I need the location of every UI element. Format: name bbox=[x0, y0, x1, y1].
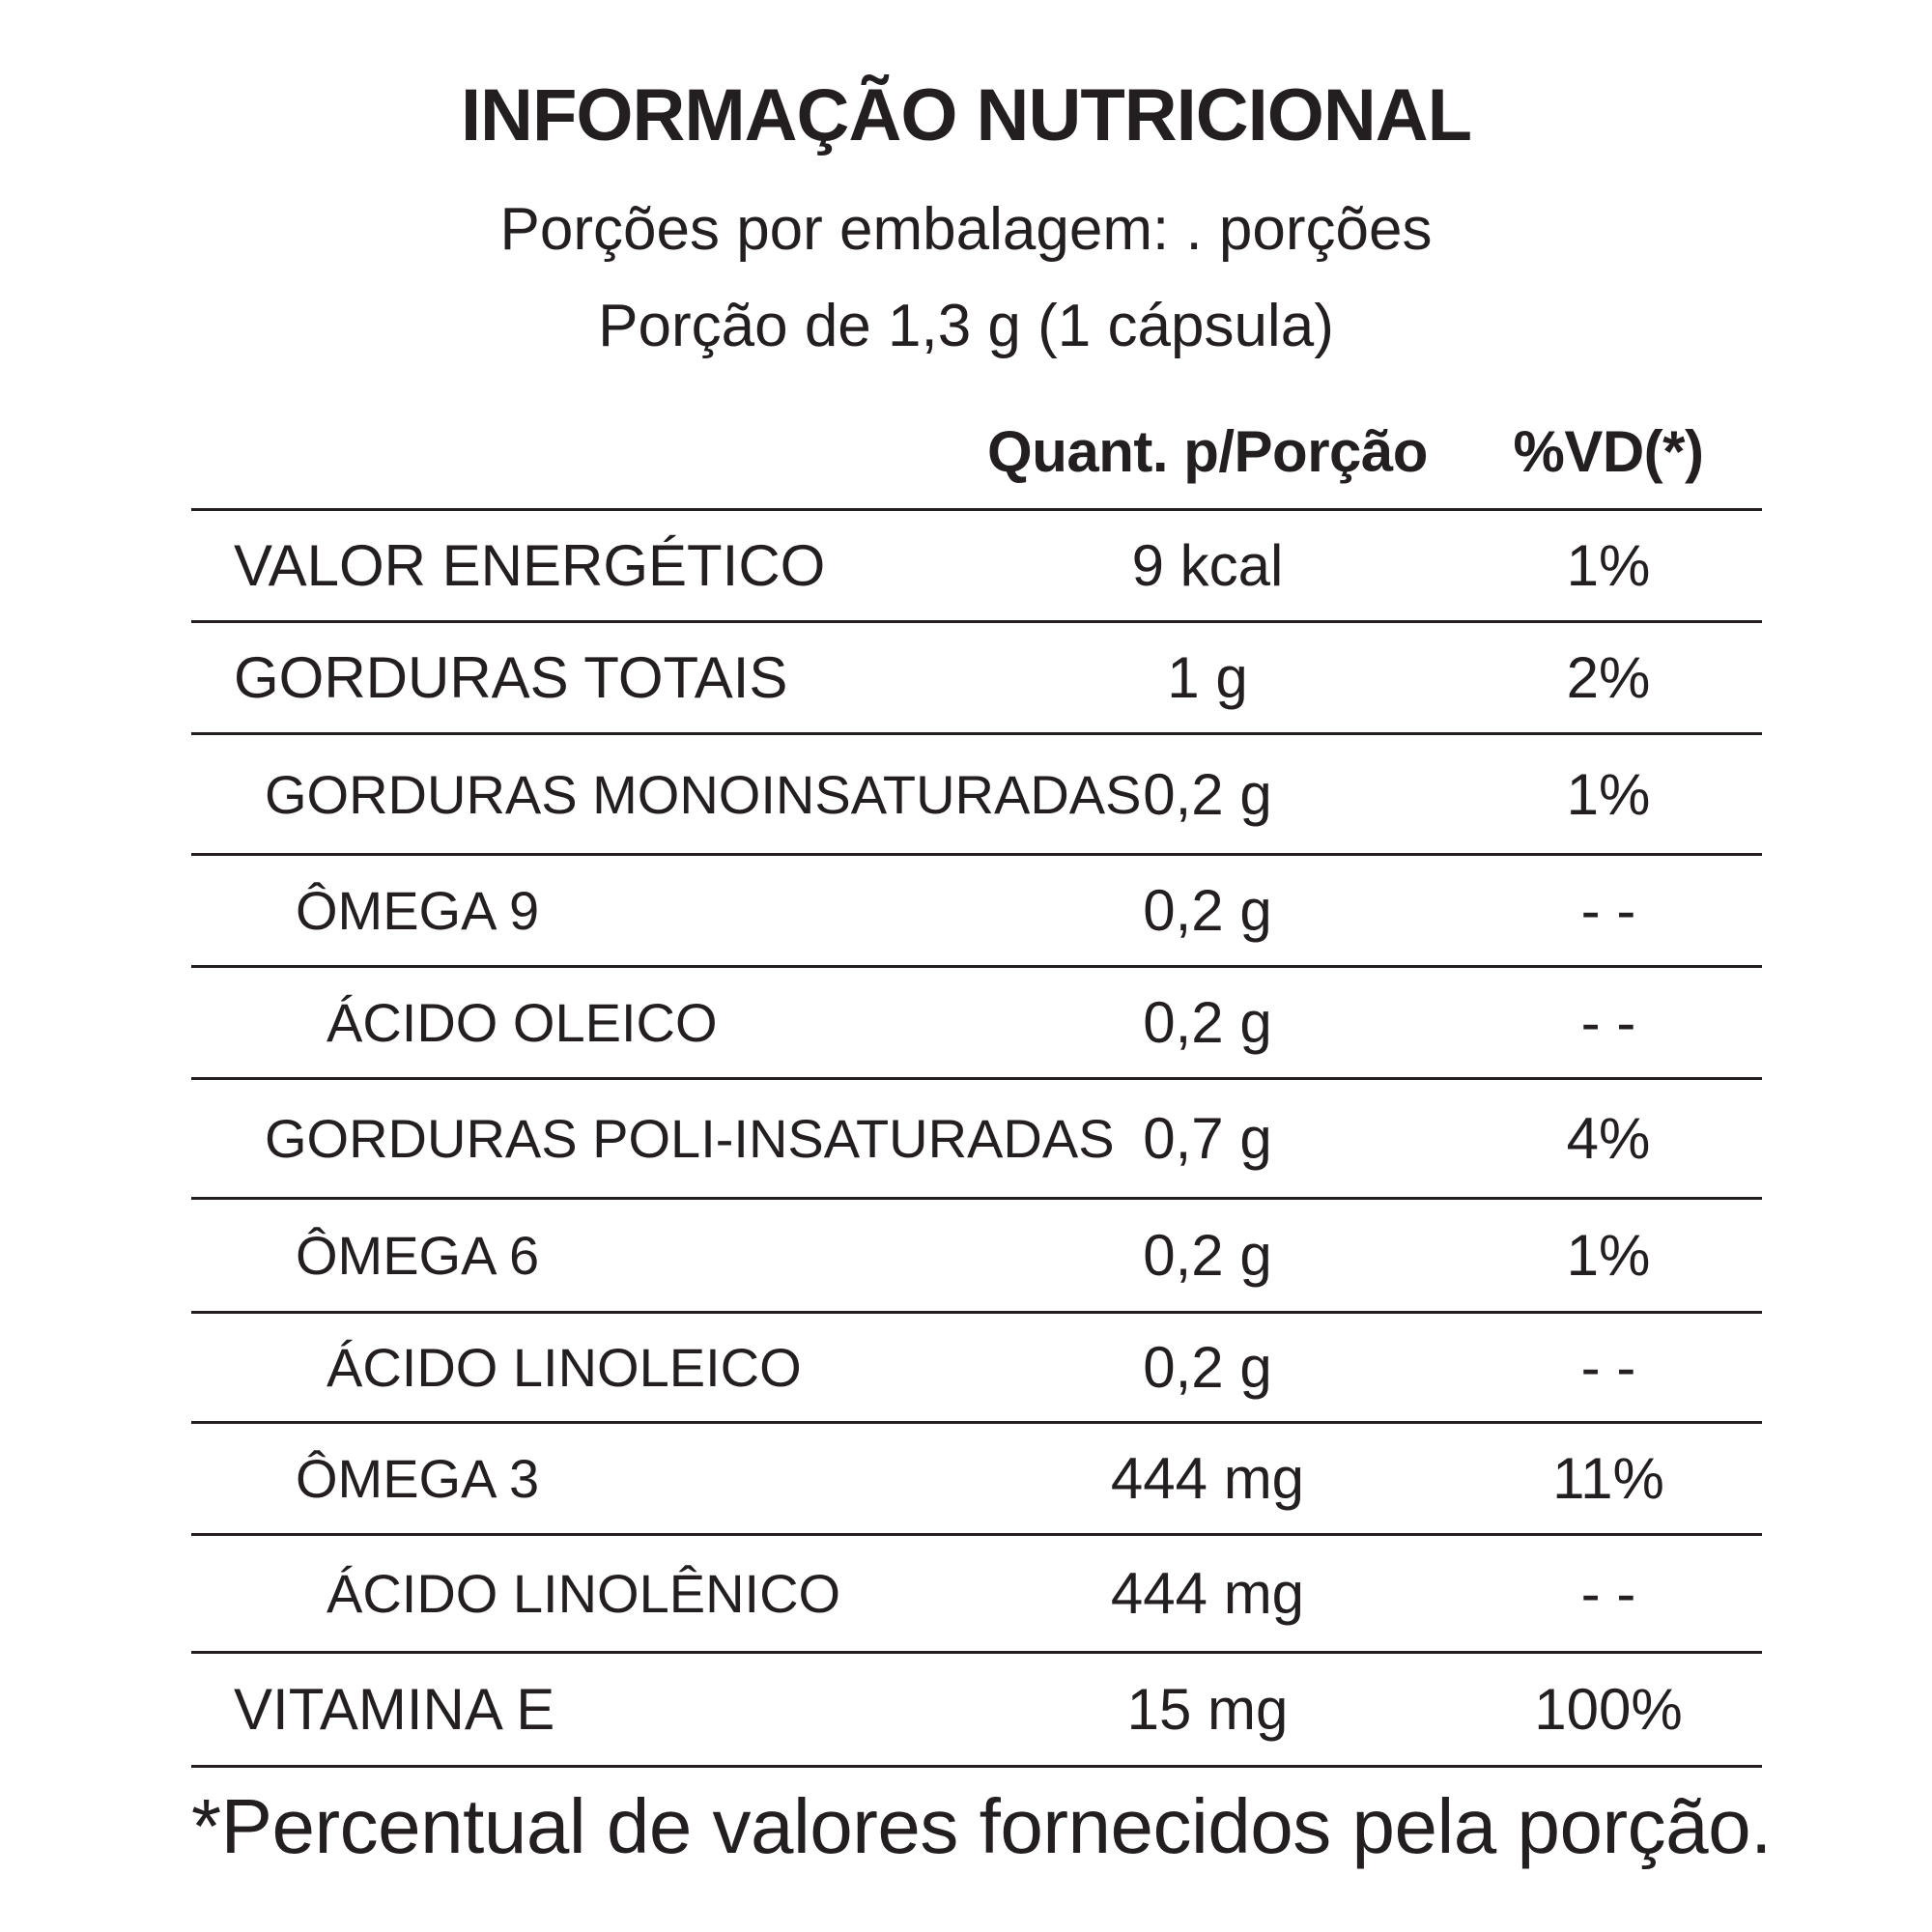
nutrient-name: GORDURAS POLI-INSATURADAS bbox=[265, 1108, 1115, 1169]
nutrient-name: VALOR ENERGÉTICO bbox=[234, 533, 826, 598]
nutrient-daily-value: 1% bbox=[1566, 533, 1651, 598]
nutrient-name: ÔMEGA 3 bbox=[296, 1448, 540, 1509]
daily-value-column-header: %VD(*) bbox=[1513, 419, 1704, 484]
nutrient-daily-value: - - bbox=[1580, 878, 1636, 943]
nutrient-name: GORDURAS TOTAIS bbox=[234, 645, 788, 710]
nutrient-quantity: 444 mg bbox=[1110, 1561, 1305, 1626]
nutrient-quantity: 15 mg bbox=[1126, 1677, 1289, 1742]
nutrition-table: VALOR ENERGÉTICO 9 kcal 1% GORDURAS TOTA… bbox=[191, 508, 1762, 1768]
nutrient-quantity: 0,2 g bbox=[1143, 1335, 1272, 1400]
quantity-column-header: Quant. p/Porção bbox=[987, 419, 1428, 484]
nutrient-name: ÔMEGA 6 bbox=[296, 1225, 540, 1286]
nutrient-daily-value: - - bbox=[1580, 1335, 1636, 1400]
servings-per-package: Porções por embalagem: . porções bbox=[499, 196, 1433, 263]
table-row: ÔMEGA 6 0,2 g 1% bbox=[191, 1200, 1762, 1314]
nutrient-quantity: 0,2 g bbox=[1143, 1223, 1272, 1288]
nutrient-quantity: 0,2 g bbox=[1143, 878, 1272, 943]
table-row: GORDURAS MONOINSATURADAS 0,2 g 1% bbox=[191, 735, 1762, 856]
nutrient-daily-value: - - bbox=[1580, 1561, 1636, 1626]
label-title: INFORMAÇÃO NUTRICIONAL bbox=[460, 74, 1472, 156]
serving-size: Porção de 1,3 g (1 cápsula) bbox=[598, 293, 1334, 359]
table-row: ÁCIDO OLEICO 0,2 g - - bbox=[191, 968, 1762, 1080]
nutrient-daily-value: 1% bbox=[1566, 761, 1651, 827]
nutrient-name: ÁCIDO LINOLEICO bbox=[327, 1337, 802, 1398]
table-row: GORDURAS POLI-INSATURADAS 0,7 g 4% bbox=[191, 1080, 1762, 1200]
nutrient-name: VITAMINA E bbox=[234, 1677, 555, 1742]
nutrient-daily-value: 1% bbox=[1566, 1223, 1651, 1288]
nutrient-daily-value: 11% bbox=[1552, 1446, 1664, 1511]
table-row: VALOR ENERGÉTICO 9 kcal 1% bbox=[191, 511, 1762, 623]
table-row: GORDURAS TOTAIS 1 g 2% bbox=[191, 623, 1762, 735]
nutrient-name: ÁCIDO LINOLÊNICO bbox=[327, 1563, 841, 1624]
nutrient-quantity: 1 g bbox=[1167, 645, 1248, 710]
nutrient-name: ÁCIDO OLEICO bbox=[327, 992, 718, 1053]
nutrient-quantity: 444 mg bbox=[1110, 1446, 1305, 1511]
nutrient-name: ÔMEGA 9 bbox=[296, 880, 540, 941]
nutrient-quantity: 0,2 g bbox=[1143, 990, 1272, 1055]
table-row: ÁCIDO LINOLÊNICO 444 mg - - bbox=[191, 1536, 1762, 1654]
nutrient-daily-value: 100% bbox=[1534, 1677, 1683, 1742]
table-row: VITAMINA E 15 mg 100% bbox=[191, 1654, 1762, 1768]
table-row: ÔMEGA 9 0,2 g - - bbox=[191, 856, 1762, 968]
nutrient-quantity: 9 kcal bbox=[1131, 533, 1284, 598]
nutrient-daily-value: - - bbox=[1580, 990, 1636, 1055]
nutrient-name: GORDURAS MONOINSATURADAS bbox=[265, 763, 1142, 825]
nutrient-daily-value: 4% bbox=[1566, 1106, 1651, 1171]
nutrient-quantity: 0,2 g bbox=[1143, 761, 1272, 827]
footnote: *Percentual de valores fornecidos pela p… bbox=[191, 1783, 1772, 1869]
nutrient-daily-value: 2% bbox=[1566, 645, 1651, 710]
table-row: ÔMEGA 3 444 mg 11% bbox=[191, 1424, 1762, 1536]
nutrient-quantity: 0,7 g bbox=[1143, 1106, 1272, 1171]
table-row: ÁCIDO LINOLEICO 0,2 g - - bbox=[191, 1314, 1762, 1424]
